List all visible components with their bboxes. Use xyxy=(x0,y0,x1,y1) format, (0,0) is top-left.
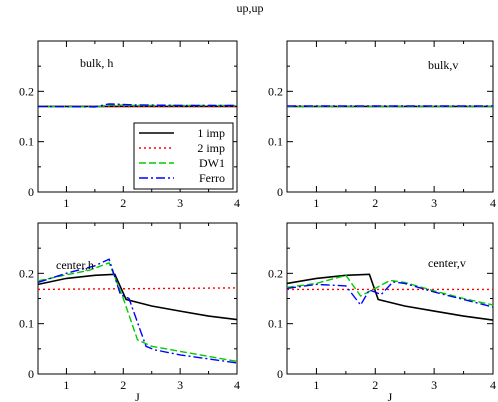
legend-entry-label: DW1 xyxy=(199,156,225,170)
x-axis-label: J xyxy=(388,390,393,402)
x-tick-label: 1 xyxy=(63,196,69,210)
series-line-1-imp xyxy=(287,273,493,321)
y-tick-label: 0 xyxy=(277,185,283,199)
series-line-ferro xyxy=(287,281,493,308)
y-tick-label: 0.2 xyxy=(268,266,283,280)
y-tick-label: 0 xyxy=(277,367,283,381)
y-tick-label: 0.2 xyxy=(19,266,34,280)
y-tick-label: 0.2 xyxy=(268,84,283,98)
chart-panel-3: 1 2 3 4 0 0.1 0.2 center,h J xyxy=(19,222,240,402)
x-tick-label: 4 xyxy=(234,196,240,210)
chart-panel-2: 1 2 3 4 0 0.1 0.2 bulk,v xyxy=(268,40,496,210)
series-line-dw1 xyxy=(38,261,237,363)
plot-frame xyxy=(37,222,238,375)
legend-entry-label: Ferro xyxy=(199,171,225,185)
chart-panel-4: 1 2 3 4 0 0.1 0.2 center,v J xyxy=(268,222,496,402)
figure-title: up,up xyxy=(237,1,264,15)
series-line-ferro xyxy=(38,258,237,364)
panel-annotation: bulk, h xyxy=(80,56,113,70)
x-tick-label: 3 xyxy=(177,378,183,392)
series-line-ferro xyxy=(38,103,237,108)
x-tick-label: 1 xyxy=(313,196,319,210)
x-tick-label: 4 xyxy=(234,378,240,392)
x-tick-label: 3 xyxy=(431,196,437,210)
x-tick-label: 1 xyxy=(63,378,69,392)
legend-entry-label: 1 imp xyxy=(197,126,225,140)
series-line-1-imp xyxy=(38,273,237,321)
y-tick-label: 0.1 xyxy=(19,317,34,331)
panel-annotation: center,h xyxy=(56,258,94,272)
x-tick-label: 2 xyxy=(120,378,126,392)
x-axis-label: J xyxy=(135,390,140,402)
panel-annotation: center,v xyxy=(428,256,466,270)
x-tick-label: 4 xyxy=(490,196,496,210)
legend-box xyxy=(133,122,234,190)
legend-entry-label: 2 imp xyxy=(197,141,225,155)
x-tick-label: 3 xyxy=(177,196,183,210)
y-tick-label: 0.1 xyxy=(268,317,283,331)
x-tick-label: 4 xyxy=(490,378,496,392)
y-tick-label: 0.2 xyxy=(19,84,34,98)
x-tick-label: 1 xyxy=(313,378,319,392)
y-tick-label: 0 xyxy=(28,185,34,199)
series-line-2-imp xyxy=(38,287,237,291)
panel-annotation: bulk,v xyxy=(428,58,458,72)
series-line-dw1 xyxy=(287,274,493,306)
plot-frame xyxy=(286,40,494,193)
x-tick-label: 2 xyxy=(372,378,378,392)
y-tick-label: 0.1 xyxy=(19,135,34,149)
y-tick-label: 0 xyxy=(28,367,34,381)
x-tick-label: 2 xyxy=(372,196,378,210)
x-tick-label: 3 xyxy=(431,378,437,392)
x-tick-label: 2 xyxy=(120,196,126,210)
y-tick-label: 0.1 xyxy=(268,135,283,149)
